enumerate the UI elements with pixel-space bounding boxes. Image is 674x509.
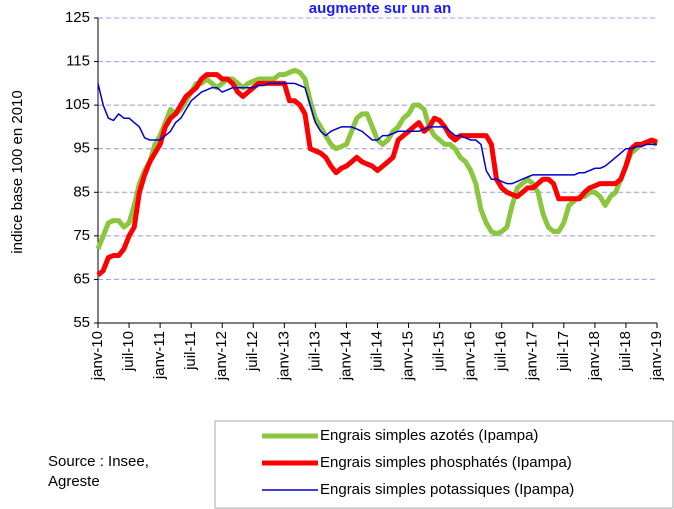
line-series	[96, 72, 658, 278]
x-tick-label: janv-13	[275, 331, 292, 381]
y-tick-label: 105	[65, 96, 90, 113]
x-tick-label: juil-11	[182, 331, 199, 371]
source: Agreste	[48, 473, 100, 490]
y-tick-label: 115	[66, 53, 90, 70]
x-tick-label: janv-11	[151, 331, 168, 380]
x-tick-label: juil-16	[493, 331, 510, 372]
x-tick-label: juil-13	[306, 331, 323, 372]
y-tick-label: 75	[73, 227, 90, 244]
x-tick-label: juil-17	[555, 331, 572, 372]
chart-title: augmente sur un an	[309, 0, 452, 17]
x-tick-label: janv-12	[213, 331, 230, 381]
x-tick-label: juil-14	[368, 331, 385, 372]
y-tick-label: 95	[73, 140, 90, 157]
x-tick-label: janv-17	[524, 331, 541, 381]
y-tick-label: 55	[73, 314, 90, 331]
x-tick-label: janv-14	[337, 331, 354, 381]
x-tick-label: janv-10	[89, 331, 106, 381]
line-series	[97, 82, 657, 185]
legend-label: Engrais simples phosphatés (Ipampa)	[320, 454, 572, 471]
x-tick-label: juil-15	[431, 331, 448, 372]
x-tick-label: juil-12	[244, 331, 261, 372]
source: Source : Insee,	[48, 453, 149, 470]
x-tick-label: janv-15	[400, 331, 417, 381]
y-tick-label: 85	[73, 183, 90, 200]
x-tick-label: janv-18	[586, 331, 603, 381]
legend-label: Engrais simples azotés (Ipampa)	[320, 427, 538, 444]
x-tick-label: janv-19	[648, 331, 665, 381]
x-tick-label: janv-16	[462, 331, 479, 381]
line-series	[95, 67, 658, 250]
y-tick-label: 65	[73, 270, 90, 287]
y-tick-label: 125	[65, 9, 90, 26]
legend-label: Engrais simples potassiques (Ipampa)	[320, 481, 574, 498]
x-tick-label: juil-10	[120, 331, 137, 372]
x-tick-label: juil-18	[617, 331, 634, 372]
y-axis-label: indice base 100 en 2010	[9, 90, 26, 253]
